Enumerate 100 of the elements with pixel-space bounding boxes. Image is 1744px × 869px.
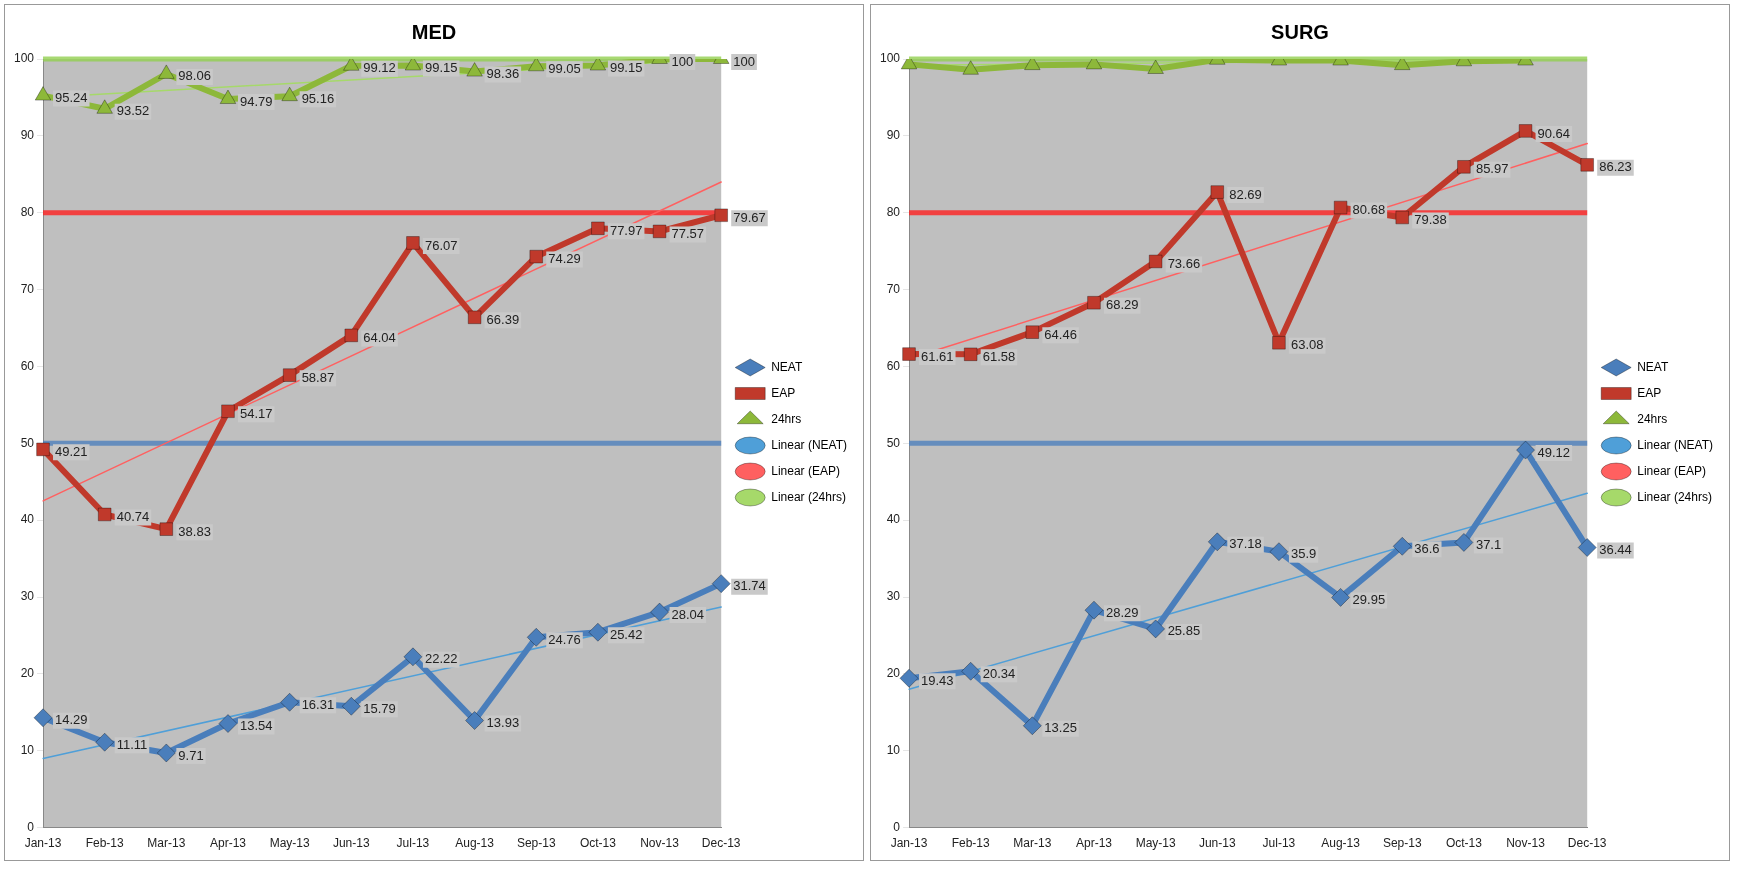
x-tick-label: Dec-13 — [701, 836, 741, 851]
x-tick-label: Sep-13 — [516, 836, 556, 851]
data-label: 58.87 — [301, 369, 335, 385]
data-label: 77.97 — [609, 222, 643, 238]
x-tick-label: Dec-13 — [1567, 836, 1607, 851]
data-label: 38.83 — [178, 523, 211, 539]
data-label: 29.95 — [1352, 591, 1386, 607]
x-tick-label: Jan-13 — [24, 836, 62, 851]
data-label: 93.52 — [116, 103, 150, 119]
data-label: 66.39 — [486, 311, 520, 327]
x-tick-label: Mar-13 — [1013, 836, 1052, 851]
y-tick-label: 10 — [886, 743, 901, 758]
y-tick-label: 20 — [20, 666, 35, 681]
y-tick-label: 100 — [13, 51, 35, 66]
data-label: 54.17 — [239, 405, 273, 421]
data-label: 90.64 — [1537, 125, 1571, 141]
x-tick-label: Nov-13 — [640, 836, 680, 851]
x-tick-label: Nov-13 — [1506, 836, 1546, 851]
y-tick-label: 50 — [886, 435, 901, 450]
data-label: 99.15 — [609, 60, 643, 76]
x-tick-label: Mar-13 — [147, 836, 186, 851]
data-label: 16.31 — [301, 696, 335, 712]
data-label: 95.16 — [301, 90, 335, 106]
x-tick-label: Feb-13 — [951, 836, 991, 851]
data-label: 95.24 — [55, 90, 88, 106]
data-label: 99.15 — [424, 60, 458, 76]
legend-label: 24hrs — [771, 411, 802, 426]
data-label: 63.08 — [1290, 337, 1324, 353]
legend-label: EAP — [1637, 385, 1662, 400]
y-tick-label: 20 — [886, 666, 901, 681]
data-label: 82.69 — [1229, 186, 1262, 202]
data-label: 24.76 — [548, 631, 581, 647]
data-label: 13.25 — [1044, 720, 1077, 736]
data-label: 22.22 — [424, 651, 458, 667]
data-label: 79.67 — [733, 209, 766, 225]
data-label: 76.07 — [424, 237, 458, 253]
data-label: 79.38 — [1414, 212, 1447, 228]
x-tick-label: Sep-13 — [1382, 836, 1422, 851]
x-tick-label: Apr-13 — [1075, 836, 1113, 851]
y-tick-label: 90 — [20, 128, 35, 143]
x-tick-label: Feb-13 — [85, 836, 125, 851]
y-tick-label: 40 — [886, 512, 901, 527]
legend-label: Linear (EAP) — [771, 463, 840, 478]
legend-label: Linear (NEAT) — [1637, 437, 1713, 452]
chart-title: MED — [411, 20, 457, 43]
data-label: 14.29 — [55, 712, 88, 728]
data-label: 85.97 — [1475, 161, 1509, 177]
data-label: 35.9 — [1290, 546, 1317, 562]
data-label: 49.12 — [1537, 444, 1571, 460]
data-label: 100 — [733, 53, 755, 69]
data-label: 68.29 — [1105, 297, 1139, 313]
data-label: 25.42 — [609, 626, 643, 642]
y-tick-label: 40 — [20, 512, 35, 527]
data-label: 11.11 — [116, 736, 148, 752]
x-tick-label: Aug-13 — [455, 836, 495, 851]
data-label: 94.79 — [239, 93, 273, 109]
data-label: 64.46 — [1044, 326, 1077, 342]
x-tick-label: May-13 — [1135, 836, 1176, 851]
data-label: 13.54 — [239, 718, 273, 734]
data-label: 98.06 — [178, 68, 211, 84]
chart-title: SURG — [1271, 20, 1329, 43]
data-label: 19.43 — [921, 672, 954, 688]
legend-label: EAP — [771, 385, 796, 400]
y-tick-label: 60 — [20, 358, 35, 373]
data-label: 13.93 — [486, 715, 520, 731]
data-label: 61.58 — [982, 348, 1016, 364]
data-label: 37.1 — [1475, 537, 1502, 553]
x-tick-label: Apr-13 — [209, 836, 247, 851]
data-label: 99.05 — [548, 60, 581, 76]
data-label: 99.12 — [363, 60, 396, 76]
x-tick-label: May-13 — [269, 836, 310, 851]
y-tick-label: 10 — [20, 743, 35, 758]
data-label: 74.29 — [548, 251, 581, 267]
data-label: 64.04 — [363, 329, 396, 345]
data-label: 36.6 — [1414, 540, 1440, 556]
y-tick-label: 0 — [893, 819, 901, 834]
data-label: 40.74 — [116, 509, 150, 525]
x-tick-label: Oct-13 — [1445, 836, 1483, 851]
legend-label: Linear (EAP) — [1637, 463, 1706, 478]
data-label: 98.36 — [486, 66, 520, 82]
legend-label: NEAT — [1637, 359, 1669, 374]
y-tick-label: 60 — [886, 358, 901, 373]
data-label: 9.71 — [178, 747, 204, 763]
data-label: 100 — [671, 53, 694, 69]
data-label: 20.34 — [982, 665, 1016, 681]
x-tick-label: Jun-13 — [1198, 836, 1236, 851]
y-tick-label: 0 — [27, 819, 35, 834]
data-label: 61.61 — [921, 348, 954, 364]
y-tick-label: 30 — [886, 589, 901, 604]
y-tick-label: 80 — [886, 205, 901, 220]
x-tick-label: Jul-13 — [396, 836, 430, 851]
legend-label: Linear (24hrs) — [771, 489, 846, 504]
y-tick-label: 100 — [879, 51, 901, 66]
legend-label: Linear (NEAT) — [771, 437, 847, 452]
data-label: 28.29 — [1105, 604, 1139, 620]
data-label: 36.44 — [1599, 542, 1632, 558]
data-label: 80.68 — [1352, 202, 1386, 218]
data-label: 31.74 — [733, 578, 766, 594]
data-label: 49.21 — [55, 443, 88, 459]
x-tick-label: Aug-13 — [1321, 836, 1361, 851]
